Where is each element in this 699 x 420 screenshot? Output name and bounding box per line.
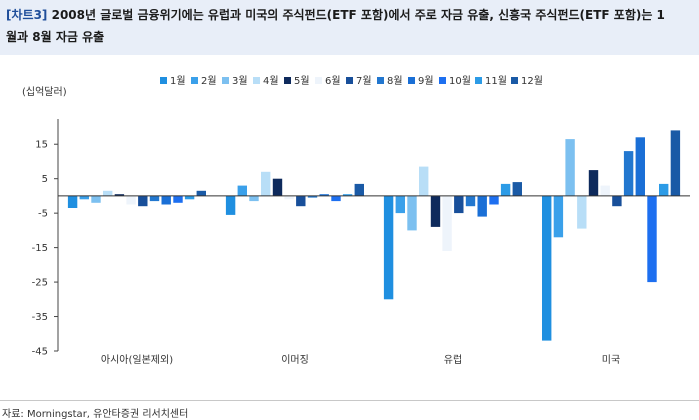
- bar: [454, 195, 464, 214]
- bar: [354, 183, 364, 196]
- y-tick-label: -45: [32, 347, 48, 358]
- bar: [79, 195, 89, 200]
- y-unit-label: (십억달러): [22, 86, 67, 98]
- legend-label: 9월: [418, 75, 434, 87]
- bar: [307, 195, 318, 198]
- bar: [647, 195, 657, 283]
- bar: [91, 195, 101, 203]
- bar: [161, 195, 171, 205]
- bar-chart: (십억달러) 1월 2월 3월 4월 5월 6월 7월 8월 9월 10월 11월 12월 15 5 -5…: [22, 75, 690, 366]
- legend-swatch: [222, 77, 229, 84]
- bar: [272, 178, 283, 196]
- legend-swatch: [511, 77, 518, 84]
- bar: [296, 195, 306, 207]
- source-note: 자료: Morningstar, 유안타증권 리서치센터: [2, 409, 189, 420]
- bar: [612, 195, 622, 207]
- bar: [261, 171, 271, 196]
- legend-swatch: [191, 77, 198, 84]
- y-tick-label: 5: [42, 174, 48, 185]
- legend-label: 1월: [170, 75, 186, 87]
- bar: [184, 195, 195, 200]
- bar: [659, 183, 669, 196]
- plot-area: 15 5 -5 -15 -25 -35 -45 아시아(일본제외) 이머징 유럽 미국: [32, 119, 690, 366]
- bar: [196, 190, 206, 196]
- legend-swatch: [315, 77, 322, 84]
- bar: [407, 195, 417, 231]
- legend-label: 7월: [356, 75, 372, 87]
- chart-title-line-1: [차트3] 2008년 글로벌 금융위기에는 유럽과 미국의 주식펀드(ETF …: [6, 6, 665, 23]
- bar: [173, 195, 183, 203]
- legend-swatch: [377, 77, 384, 84]
- chart-title-banner: [차트3] 2008년 글로벌 금융위기에는 유럽과 미국의 주식펀드(ETF …: [0, 0, 699, 55]
- bar: [319, 194, 329, 196]
- bar: [442, 195, 452, 251]
- divider: [0, 400, 699, 401]
- legend-label: 3월: [232, 75, 248, 87]
- y-tick-label: -25: [32, 278, 48, 289]
- legend-swatch: [346, 77, 353, 84]
- bar: [114, 194, 125, 196]
- bar: [284, 195, 294, 200]
- bar: [138, 195, 148, 207]
- bar: [489, 195, 499, 205]
- legend-swatch: [253, 77, 260, 84]
- bar: [149, 195, 160, 202]
- legend-label: 12월: [521, 75, 543, 87]
- bar: [249, 195, 259, 202]
- legend-swatch: [408, 77, 415, 84]
- bar: [430, 195, 441, 227]
- bar: [103, 190, 113, 196]
- x-category-label: 아시아(일본제외): [101, 354, 173, 366]
- bar: [465, 195, 476, 207]
- bar: [500, 183, 511, 196]
- legend-label: 11월: [485, 75, 507, 87]
- bar: [553, 195, 564, 238]
- legend-swatch: [439, 77, 446, 84]
- bar: [225, 195, 236, 215]
- x-category-label: 이머징: [281, 354, 309, 366]
- x-category-label: 유럽: [444, 354, 462, 366]
- legend-swatch: [160, 77, 167, 84]
- chart-title-text: 2008년 글로벌 금융위기에는 유럽과 미국의 주식펀드(ETF 포함)에서 …: [51, 8, 665, 22]
- bar: [419, 166, 429, 196]
- bar: [477, 195, 487, 217]
- bar: [395, 195, 405, 214]
- legend-swatch: [284, 77, 291, 84]
- chart-tag: [차트3]: [6, 8, 48, 22]
- legend-label: 5월: [294, 75, 310, 87]
- chart-title-line-2: 월과 8월 자금 유출: [6, 30, 105, 44]
- bar: [635, 137, 645, 196]
- legend-label: 6월: [325, 75, 341, 87]
- legend-swatch: [475, 77, 482, 84]
- bar: [600, 185, 610, 196]
- legend-label: 2월: [201, 75, 217, 87]
- bar: [623, 151, 634, 196]
- legend: 1월 2월 3월 4월 5월 6월 7월 8월 9월 10월 11월 12월: [160, 75, 543, 87]
- legend-label: 4월: [263, 75, 279, 87]
- bar: [565, 139, 575, 196]
- bar: [342, 194, 353, 196]
- bar: [67, 195, 78, 208]
- bar: [126, 195, 136, 205]
- bar: [331, 195, 341, 202]
- bar: [542, 195, 552, 341]
- x-category-label: 미국: [602, 354, 620, 366]
- bar: [588, 170, 599, 196]
- bar: [512, 182, 522, 196]
- legend-label: 10월: [449, 75, 471, 87]
- legend-label: 8월: [387, 75, 403, 87]
- y-tick-label: -15: [32, 243, 48, 254]
- y-tick-label: 15: [35, 140, 48, 151]
- bar: [577, 195, 587, 229]
- bar: [670, 130, 681, 196]
- y-tick-label: -5: [38, 209, 48, 220]
- bar: [383, 195, 394, 300]
- y-tick-label: -35: [32, 312, 48, 323]
- bar: [237, 185, 247, 196]
